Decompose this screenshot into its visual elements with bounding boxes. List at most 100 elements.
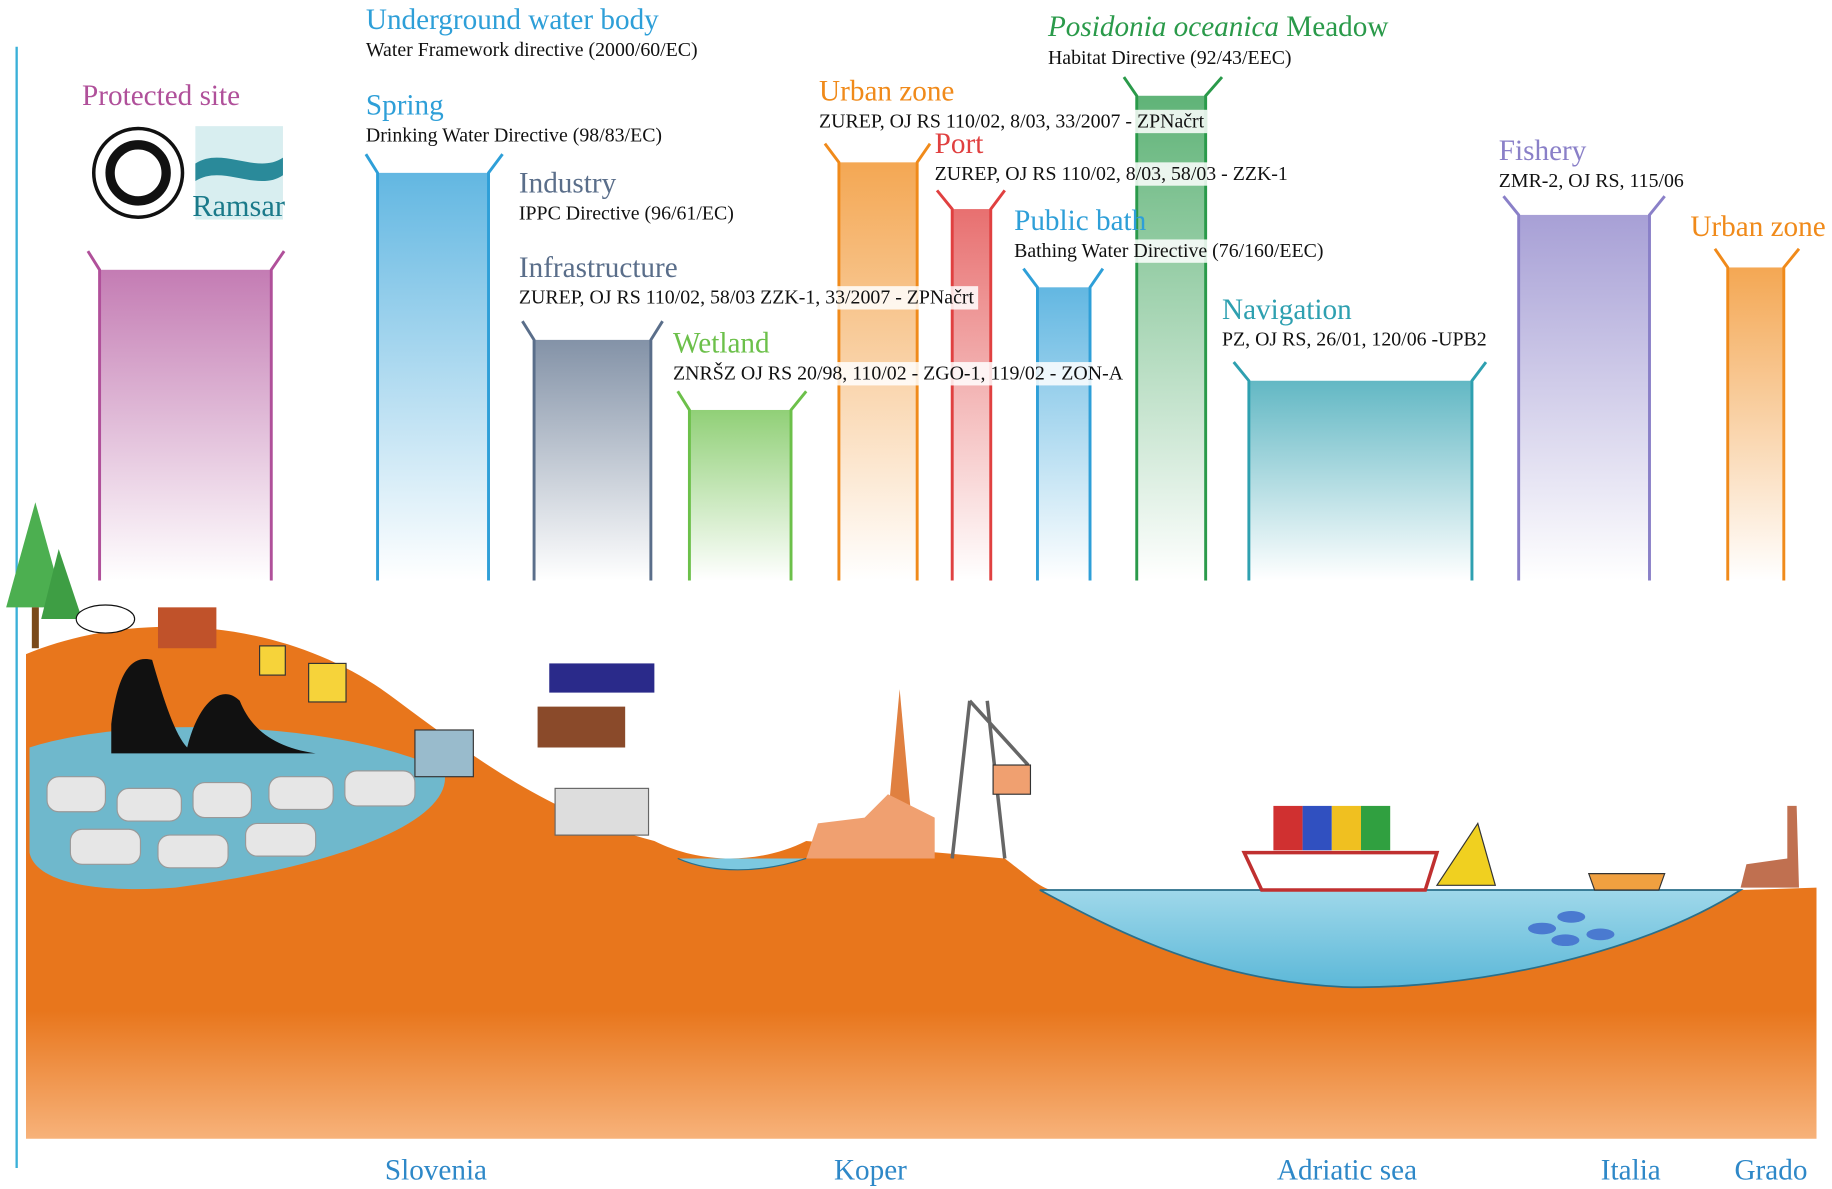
location-label: Koper: [834, 1155, 907, 1187]
tower: [887, 689, 912, 818]
zone-directive: Habitat Directive (92/43/EEC): [1048, 47, 1292, 69]
zone-title: Infrastructure: [519, 252, 678, 284]
zone-title: Navigation: [1222, 294, 1352, 326]
container: [992, 764, 1032, 795]
directive-bg: [1219, 328, 1486, 352]
directive-bg: [670, 362, 1106, 386]
zone-directive: PZ, OJ RS, 26/01, 120/06 -UPB2: [1222, 329, 1487, 351]
spring-building: [414, 729, 474, 778]
zone-labels: Protected site Underground water body Wate…: [82, 4, 1826, 386]
directive-bg: [1011, 239, 1332, 263]
ramsar-text: Ramsar: [192, 189, 285, 223]
zone-bracket: [86, 250, 286, 581]
directive-bg: [363, 123, 675, 148]
zone-directive: ZUREP, OJ RS 110/02, 58/03 ZZK-1, 33/200…: [519, 287, 975, 309]
zone-title: Protected site: [82, 80, 240, 112]
town: [806, 794, 935, 859]
zone-title: Public bath: [1014, 205, 1147, 237]
trees: [6, 502, 83, 649]
containers: [1273, 805, 1391, 851]
zone-bracket: [676, 390, 808, 581]
zone-title: Wetland: [673, 328, 770, 360]
zone-bar: [952, 209, 991, 581]
zone-bar: [1248, 380, 1472, 581]
zone-bar: [1518, 214, 1650, 581]
truck: [549, 663, 655, 693]
zone-bracket: [1502, 195, 1666, 581]
location-label: Grado: [1734, 1155, 1807, 1187]
zone-bracket: [1232, 361, 1488, 581]
zone-directive: ZNRŠZ OJ RS 20/98, 110/02 - ZGO-1, 119/0…: [673, 363, 1124, 385]
location-label: Italia: [1601, 1155, 1661, 1187]
zone-title-text: Protected site: [82, 80, 240, 112]
zone-bracket: [521, 320, 664, 581]
stones: [46, 770, 416, 869]
zone-directive: ZUREP, OJ RS 110/02, 8/03, 58/03 - ZZK-1: [935, 163, 1288, 185]
zone-title-text: Urban zone: [1690, 211, 1825, 243]
ramsar-wave: [195, 157, 283, 182]
sailboat: [1435, 822, 1497, 886]
zone-directive: Drinking Water Directive (98/83/EC): [366, 124, 662, 146]
fish: [1528, 911, 1615, 947]
zone-title: Posidonia oceanica Meadow: [1047, 11, 1388, 43]
zone-directive: IPPC Directive (96/61/EC): [519, 203, 734, 225]
zone-title-text: Wetland: [673, 328, 770, 360]
zone-bar: [1037, 287, 1091, 581]
factory: [554, 787, 650, 836]
zone-directive: Water Framework directive (2000/60/EC): [366, 39, 698, 61]
zone-title: Spring: [366, 89, 444, 121]
zone-title-text: Meadow: [1286, 11, 1388, 43]
zone-title-text: Infrastructure: [519, 252, 678, 284]
cave: [111, 659, 316, 754]
directive-bg: [516, 202, 739, 226]
house: [259, 645, 286, 676]
zone-bracket: [1122, 76, 1224, 581]
directive-bg: [932, 162, 1288, 186]
zone-bracket: [364, 153, 504, 581]
directive-bg: [516, 286, 979, 310]
directive-bg: [816, 109, 1208, 134]
zone-title: Underground water body: [366, 4, 659, 36]
cow: [75, 604, 136, 634]
zone-title-text: Spring: [366, 89, 444, 121]
zone-directive: Bathing Water Directive (76/160/EEC): [1014, 240, 1323, 262]
wetland-water: [677, 857, 807, 871]
location-label: Adriatic sea: [1277, 1155, 1417, 1187]
zone-title-italic: Posidonia oceanica: [1047, 11, 1279, 43]
directive-bg: [363, 38, 701, 62]
zone-title-text: Urban zone: [819, 75, 954, 107]
directive-bg: [1045, 46, 1304, 71]
zone-title-text: Underground water body: [366, 4, 659, 36]
zone-title-text: Port: [935, 128, 984, 160]
zone-bracket: [1713, 247, 1801, 581]
zone-title-text: Fishery: [1499, 135, 1587, 167]
zone-directive: ZUREP, OJ RS 110/02, 8/03, 33/2007 - ZPN…: [819, 110, 1205, 132]
zone-bar: [1727, 267, 1784, 581]
zone-bracket: [935, 189, 1006, 581]
location-label: Slovenia: [385, 1155, 487, 1187]
wagon: [537, 706, 626, 748]
zone-title-text: Industry: [519, 168, 617, 200]
directive-bg: [1496, 169, 1675, 193]
house: [308, 662, 347, 703]
zone-bar: [377, 172, 489, 581]
shelter: [157, 607, 217, 649]
zone-bar: [689, 409, 792, 581]
unesco-emblem: [105, 140, 171, 206]
zone-bars: [86, 76, 1801, 581]
zone-bracket: [823, 142, 932, 581]
zone-bracket: [1022, 267, 1105, 581]
zone-directive: ZMR-2, OJ RS, 115/06: [1499, 170, 1684, 192]
zone-title: Urban zone: [819, 75, 954, 107]
grado-town: [1740, 805, 1799, 888]
zone-title: Urban zone: [1690, 211, 1825, 243]
locations: Slovenia Koper Adriatic sea Italia Grado: [385, 1155, 1808, 1187]
zone-title: Fishery: [1499, 135, 1587, 167]
zone-title-text: Navigation: [1222, 294, 1352, 326]
zone-title: Industry: [519, 168, 617, 200]
zone-title-text: Public bath: [1014, 205, 1147, 237]
zone-title: Port: [935, 128, 984, 160]
ship: [1241, 850, 1440, 892]
